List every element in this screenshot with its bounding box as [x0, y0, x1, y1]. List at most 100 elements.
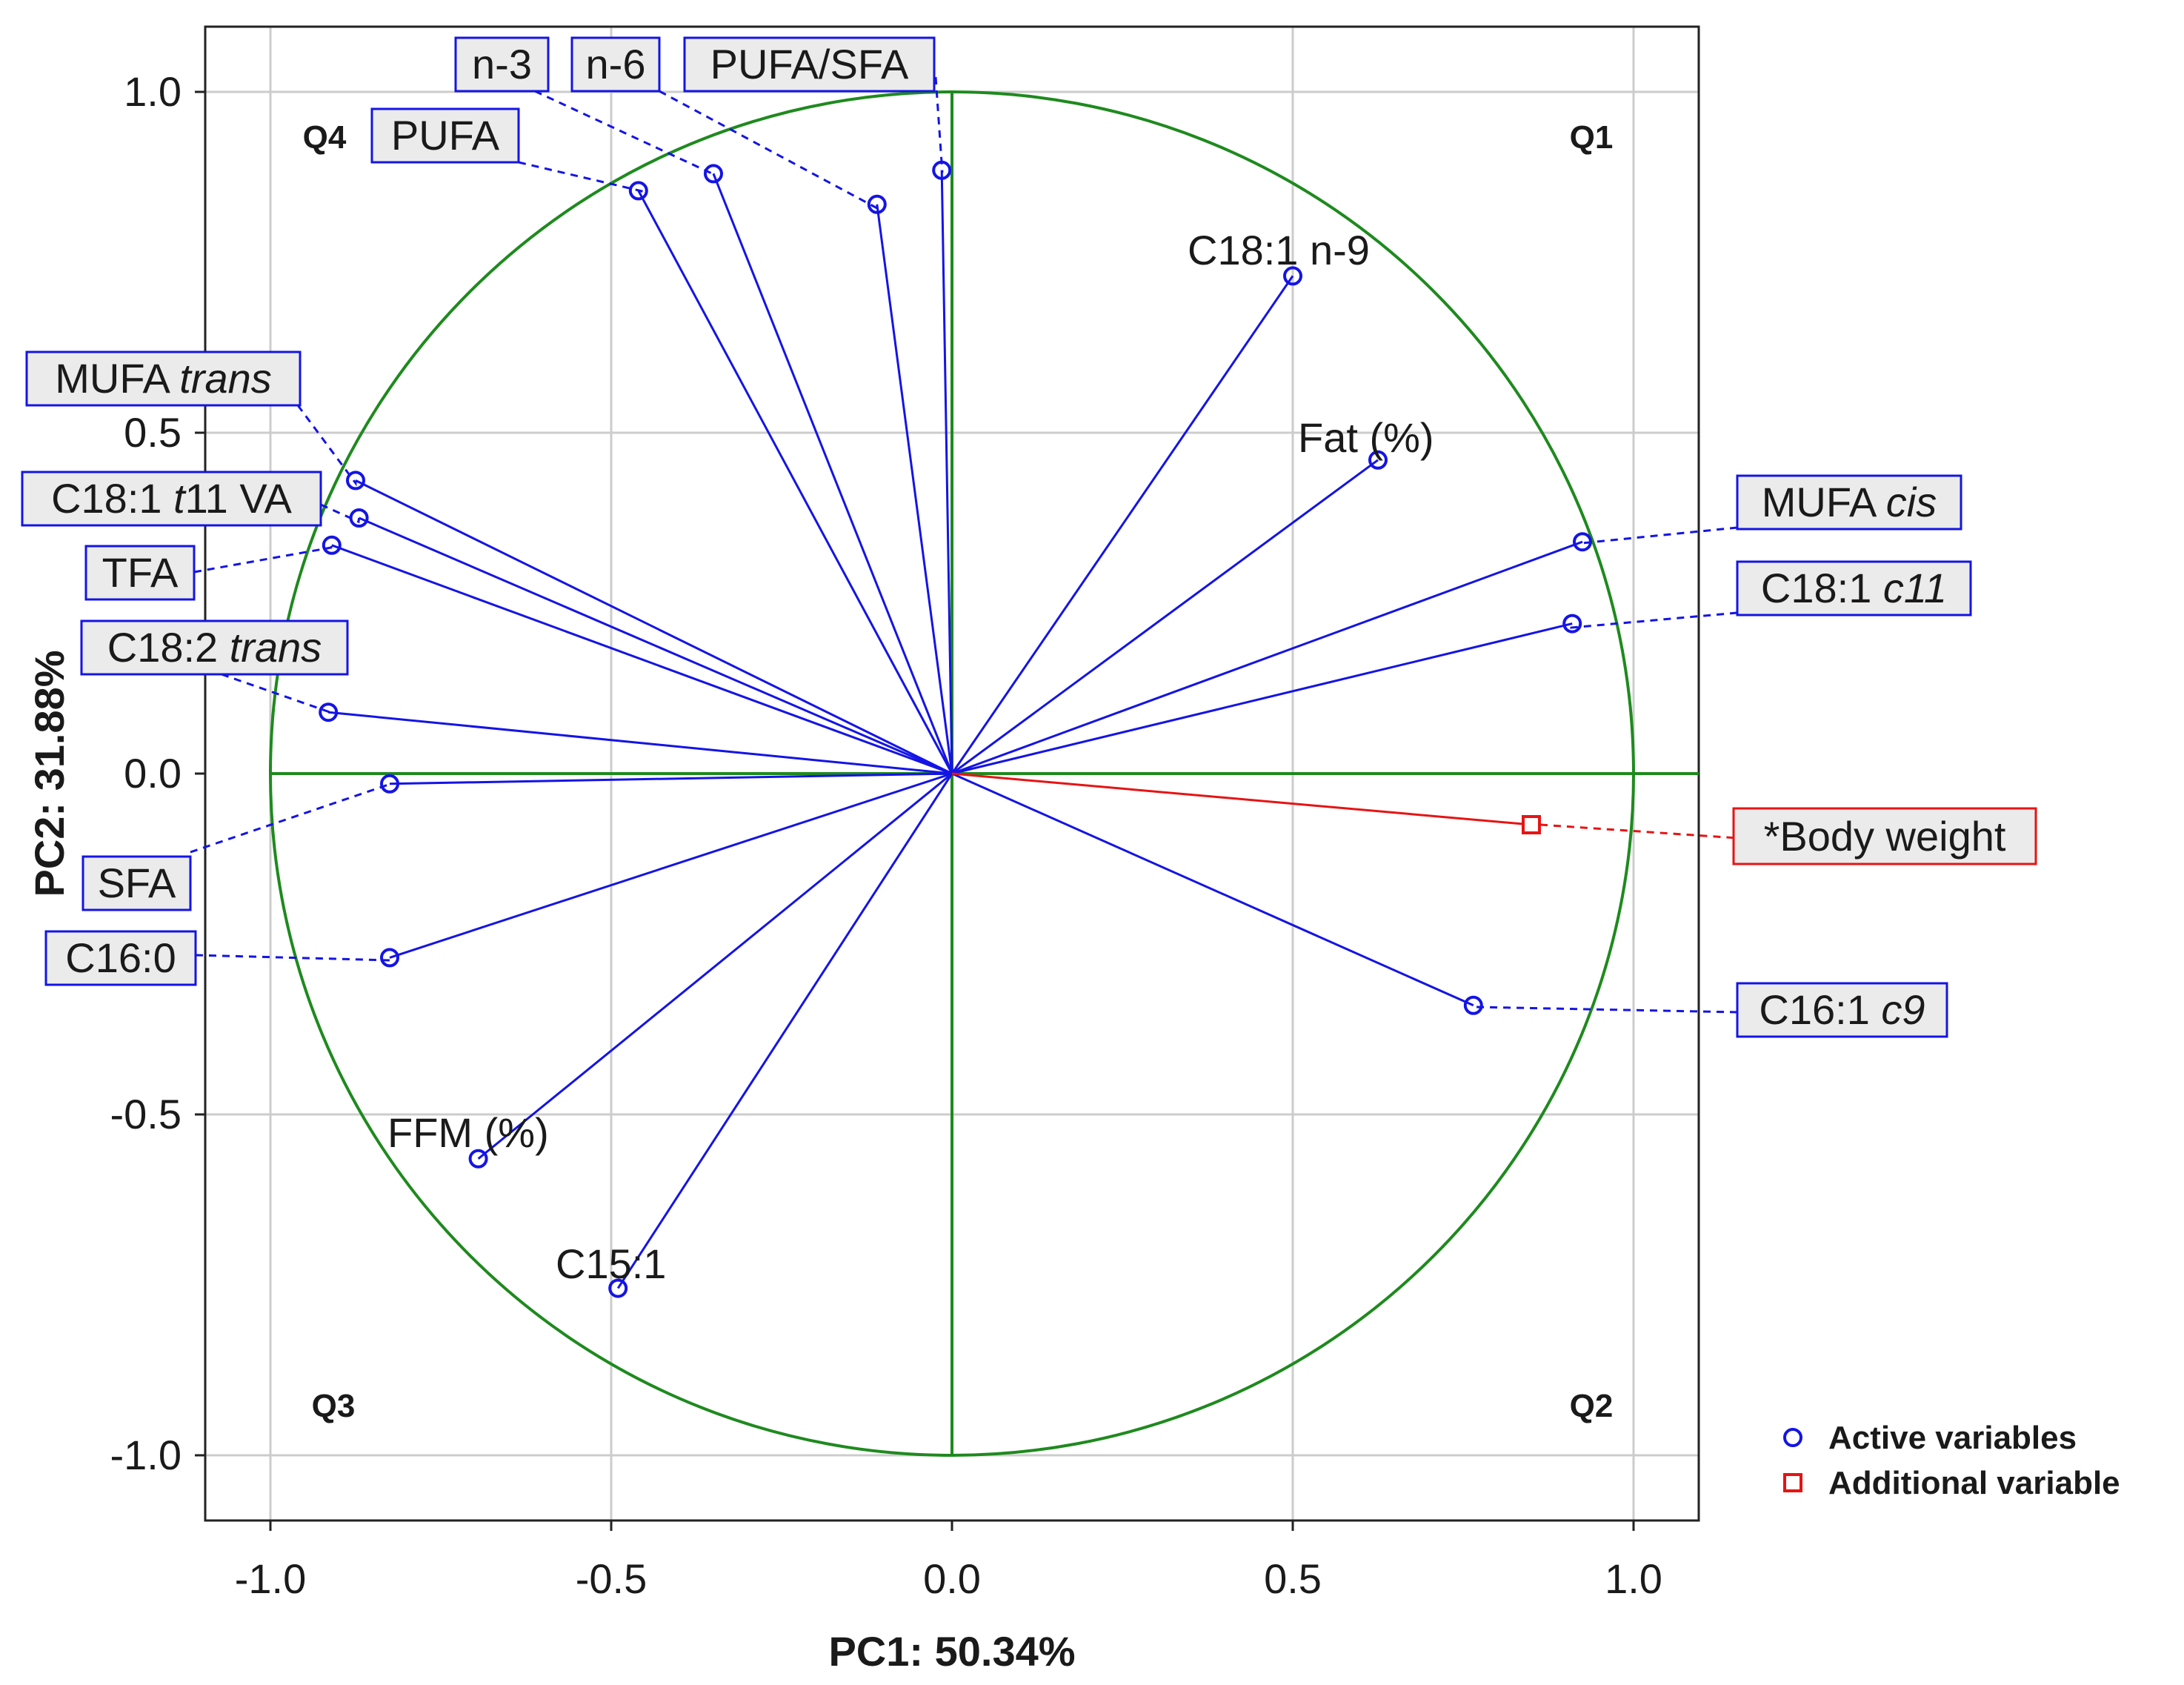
loading-vector: [355, 479, 953, 775]
x-tick-label: -1.0: [235, 1555, 307, 1602]
loading-vector: [950, 275, 1294, 774]
y-tick-label: -1.0: [110, 1432, 182, 1478]
active-variable-point: [319, 702, 339, 722]
x-axis-title: PC1: 50.34%: [828, 1628, 1075, 1675]
active-variable-point: [1368, 450, 1388, 470]
active-variable-point: [468, 1149, 488, 1169]
variable-label-text: C18:1 c11: [1761, 565, 1947, 611]
variable-label-text: SFA: [98, 860, 176, 906]
loading-vector: [951, 540, 1583, 775]
variable-label-box: [683, 36, 936, 93]
variable-label-text: C16:0: [65, 934, 176, 981]
variable-label-box: [21, 471, 322, 527]
active-variable-point: [380, 774, 399, 794]
variable-label-text: PUFA/SFA: [710, 41, 909, 87]
variable-label-text: n-6: [586, 41, 646, 87]
loading-vector: [331, 544, 953, 775]
variable-label-text: TFA: [102, 549, 179, 596]
active-variable-point: [349, 508, 369, 528]
variable-label-text: C18:1 n-9: [1188, 227, 1370, 273]
active-variable-point: [1463, 995, 1483, 1015]
label-leader-line: [190, 782, 395, 854]
variable-label-box: [1736, 474, 1962, 531]
additional-leader-line: [1539, 823, 1738, 840]
legend-additional-label: Additional variable: [1828, 1465, 2120, 1501]
y-tick-label: -0.5: [110, 1091, 182, 1137]
loading-vector: [389, 772, 953, 959]
active-variable-point: [1562, 614, 1582, 634]
loading-vector: [616, 773, 953, 1289]
active-variable-point: [628, 181, 648, 201]
variable-label-text: MUFA trans: [55, 355, 272, 402]
label-leader-line: [1570, 611, 1738, 629]
active-variable-point: [932, 160, 952, 180]
loading-vector: [951, 772, 1474, 1007]
active-variable-point: [1283, 266, 1302, 286]
loading-vector: [477, 772, 953, 1160]
variable-label-box: [44, 930, 197, 986]
quadrant-q1: Q1: [1570, 119, 1614, 156]
label-leader-line: [518, 161, 646, 193]
loading-vector: [637, 190, 953, 774]
loading-vector: [951, 459, 1379, 775]
variable-label-box: [81, 855, 192, 911]
x-tick-label: -0.5: [576, 1555, 647, 1602]
variable-label-box: [80, 619, 349, 676]
x-tick-label: 0.0: [923, 1555, 981, 1602]
variable-label-box: [25, 350, 302, 407]
y-tick-label: 0.5: [124, 409, 182, 456]
label-leader-line: [1579, 526, 1738, 545]
active-variable-point: [380, 948, 399, 968]
variable-label-text: n-3: [472, 41, 532, 87]
loading-vector: [389, 772, 953, 785]
active-variable-point: [322, 535, 342, 555]
variable-label-text: Fat (%): [1298, 414, 1434, 461]
loading-vector: [940, 170, 953, 774]
variable-label-text: PUFA: [391, 112, 500, 159]
additional-vector: [951, 772, 1532, 826]
label-leader-line: [659, 90, 879, 210]
label-leader-line: [320, 503, 361, 524]
active-variable-point: [867, 194, 887, 214]
variable-label-text: C15:1: [556, 1240, 666, 1287]
legend-additional-marker: [1783, 1473, 1802, 1492]
variable-label-text: FFM (%): [387, 1109, 549, 1156]
legend: Active variables Additional variable: [1783, 1420, 2120, 1501]
loading-vector: [876, 204, 953, 774]
additional-label-box: [1732, 807, 2037, 865]
x-tick-label: 1.0: [1605, 1555, 1662, 1602]
active-variable-point: [608, 1278, 628, 1298]
variable-label-box: [570, 36, 661, 93]
variable-label-box: [1736, 560, 1972, 616]
variable-label-text: C18:2 trans: [107, 624, 322, 671]
active-variable-point: [346, 471, 365, 491]
y-tick-label: 0.0: [124, 750, 182, 797]
y-tick-label: 1.0: [124, 68, 182, 115]
variable-label-text: C16:1 c9: [1759, 986, 1925, 1033]
quadrant-q2: Q2: [1570, 1388, 1614, 1424]
variable-label-box: [454, 36, 550, 93]
variable-label-text: *Body weight: [1764, 813, 2006, 860]
loading-vector: [712, 173, 953, 774]
active-variable-point: [1573, 532, 1592, 552]
variable-label-text: C18:1 t11 VA: [51, 475, 292, 522]
loading-vector: [328, 711, 953, 775]
label-leader-line: [534, 90, 716, 176]
legend-active-marker: [1783, 1428, 1802, 1447]
variable-label-box: [370, 107, 520, 164]
quadrant-q3: Q3: [312, 1388, 356, 1424]
legend-active-label: Active variables: [1828, 1420, 2077, 1456]
variable-label-box: [84, 545, 196, 601]
label-leader-line: [195, 954, 392, 962]
active-variable-point: [704, 164, 723, 184]
y-axis-title: PC2: 31.88%: [26, 650, 73, 897]
loading-vector: [359, 516, 953, 775]
variable-label-text: MUFA cis: [1762, 479, 1937, 525]
additional-variable-point: [1522, 815, 1541, 834]
loading-vector: [951, 622, 1573, 775]
variable-label-box: [1736, 982, 1948, 1038]
quadrant-q4: Q4: [303, 119, 347, 156]
label-leader-line: [193, 545, 333, 574]
x-tick-label: 0.5: [1264, 1555, 1322, 1602]
